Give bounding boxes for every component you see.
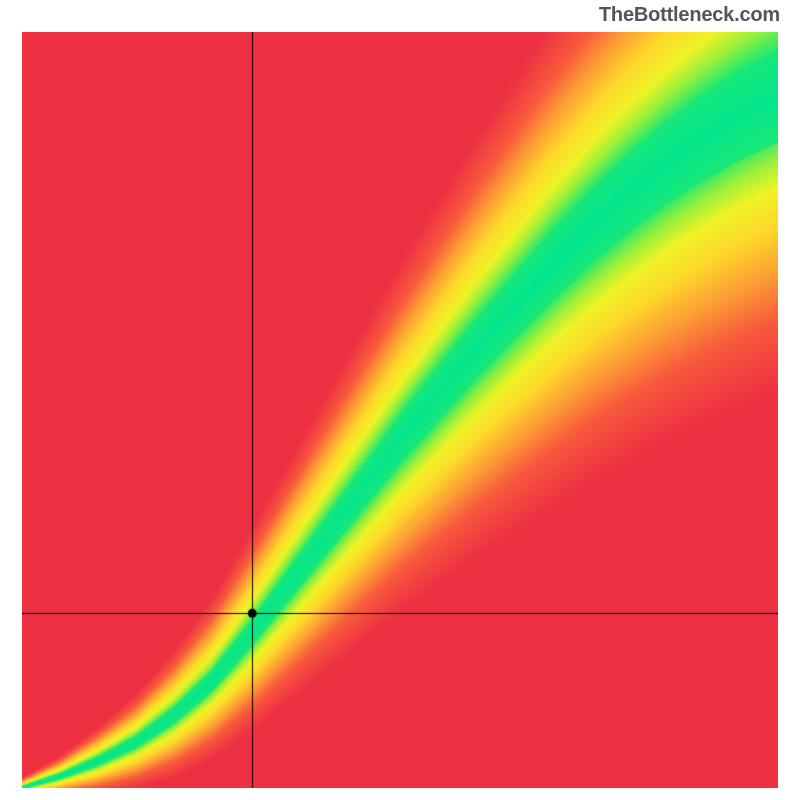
attribution-text: TheBottleneck.com: [599, 4, 780, 27]
bottleneck-heatmap: [22, 32, 778, 788]
heatmap-canvas: [22, 32, 778, 788]
